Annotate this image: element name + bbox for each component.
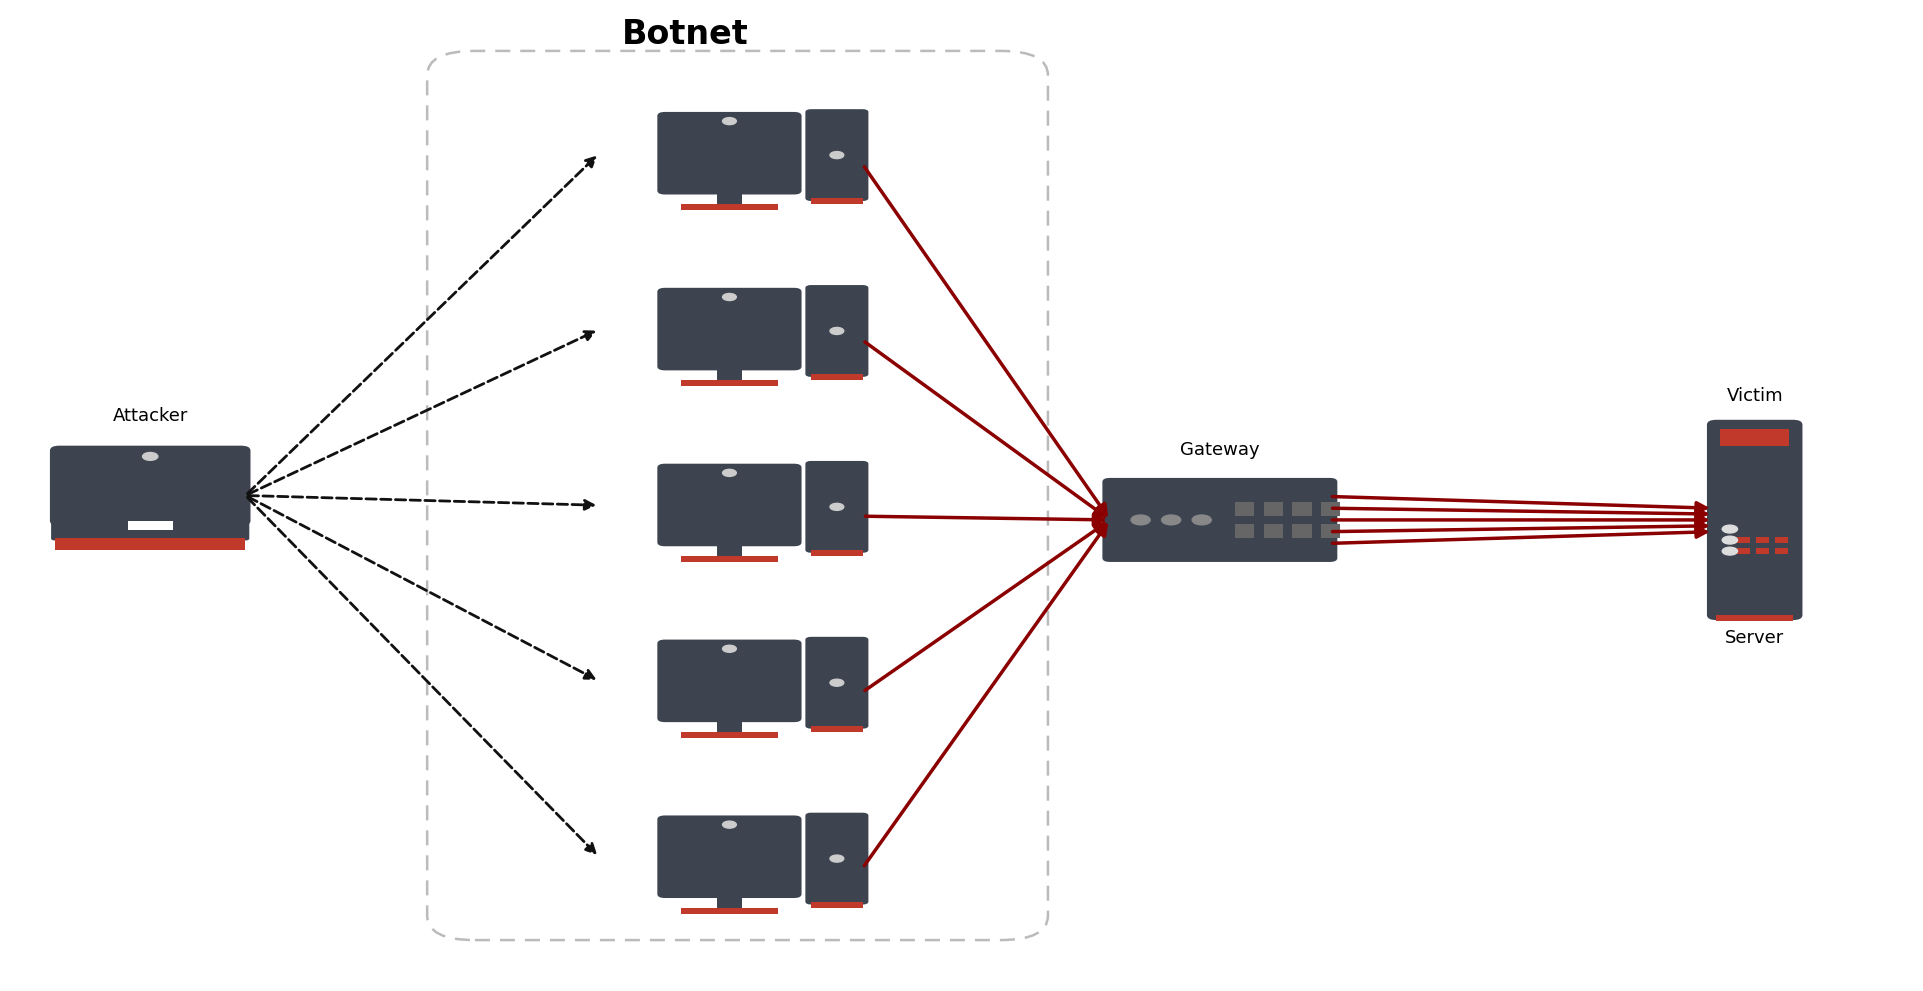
Bar [1321, 502, 1340, 516]
Text: Gateway: Gateway [1179, 441, 1260, 460]
Circle shape [723, 645, 737, 652]
FancyBboxPatch shape [658, 287, 802, 371]
Bar [1321, 524, 1340, 537]
Bar [1235, 502, 1254, 516]
Bar [681, 204, 777, 210]
FancyBboxPatch shape [806, 109, 867, 201]
Bar [715, 542, 742, 556]
FancyBboxPatch shape [52, 519, 250, 540]
FancyBboxPatch shape [658, 464, 802, 546]
Bar [681, 380, 777, 385]
Circle shape [1721, 525, 1736, 533]
Circle shape [723, 470, 737, 477]
Bar [715, 718, 742, 731]
Bar [715, 190, 742, 204]
Text: Victim: Victim [1725, 386, 1783, 404]
Bar [812, 550, 862, 556]
FancyBboxPatch shape [50, 446, 250, 526]
Bar [681, 908, 777, 914]
Bar [1235, 524, 1254, 537]
Circle shape [1161, 515, 1181, 525]
FancyBboxPatch shape [806, 461, 867, 553]
Bar [715, 894, 742, 908]
Bar [715, 367, 742, 380]
Circle shape [829, 152, 844, 159]
Bar [1773, 548, 1786, 554]
FancyBboxPatch shape [806, 637, 867, 728]
Bar [1715, 615, 1792, 621]
Text: Botnet: Botnet [621, 18, 748, 51]
Bar [1263, 502, 1283, 516]
Circle shape [829, 679, 844, 686]
Circle shape [1721, 536, 1736, 544]
Bar [812, 902, 862, 908]
Circle shape [723, 118, 737, 125]
Bar [1292, 524, 1311, 537]
FancyBboxPatch shape [658, 816, 802, 898]
Circle shape [723, 822, 737, 828]
Circle shape [829, 855, 844, 862]
Bar [812, 725, 862, 731]
Bar [1773, 537, 1786, 543]
Circle shape [723, 293, 737, 300]
Bar [1736, 548, 1750, 554]
Bar [1719, 428, 1788, 446]
Text: Attacker: Attacker [112, 407, 188, 425]
Circle shape [1192, 515, 1211, 525]
Bar [1292, 502, 1311, 516]
FancyBboxPatch shape [658, 639, 802, 722]
FancyBboxPatch shape [806, 813, 867, 905]
Circle shape [1721, 547, 1736, 555]
Bar [56, 538, 246, 550]
FancyBboxPatch shape [806, 285, 867, 377]
Bar [1263, 524, 1283, 537]
Bar [681, 731, 777, 737]
Circle shape [142, 453, 158, 461]
Circle shape [1131, 515, 1150, 525]
Bar [1756, 537, 1767, 543]
Bar [1756, 548, 1767, 554]
Text: Server: Server [1725, 629, 1783, 647]
Circle shape [829, 503, 844, 510]
FancyBboxPatch shape [658, 112, 802, 194]
Bar [1736, 537, 1750, 543]
FancyBboxPatch shape [1102, 478, 1336, 562]
Bar [127, 521, 173, 530]
Circle shape [829, 327, 844, 335]
FancyBboxPatch shape [1706, 420, 1802, 620]
Bar [681, 556, 777, 562]
Bar [812, 374, 862, 380]
Bar [812, 198, 862, 204]
